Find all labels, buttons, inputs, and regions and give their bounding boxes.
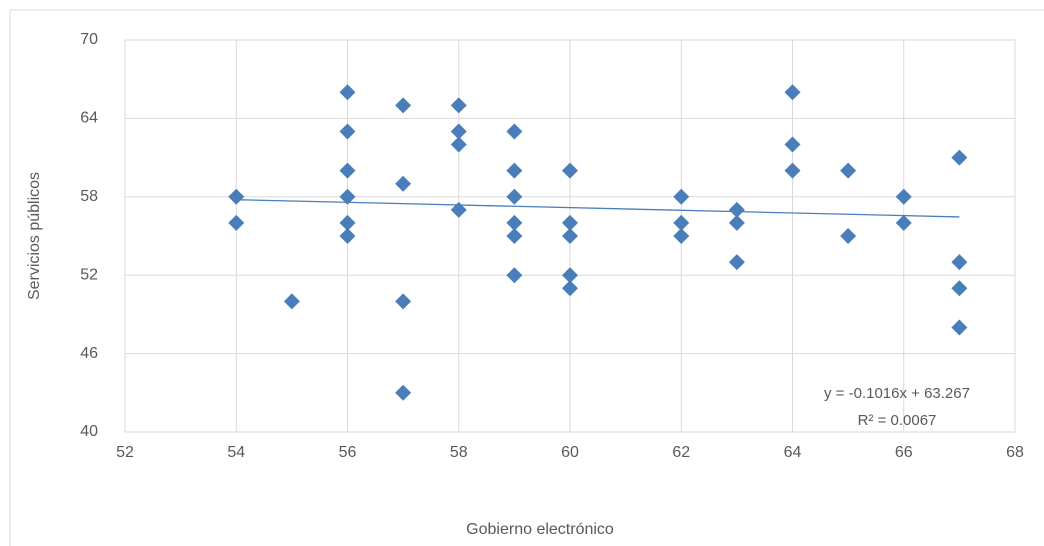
scatter-point	[728, 201, 745, 218]
scatter-point	[562, 267, 578, 284]
scatter-point	[728, 254, 745, 271]
x-tick-label: 54	[227, 444, 245, 461]
scatter-point	[784, 162, 801, 179]
scatter-point	[395, 175, 412, 192]
y-axis-label: Servicios públicos	[26, 172, 43, 300]
scatter-point	[450, 97, 467, 114]
scatter-point	[283, 293, 300, 310]
scatter-point	[506, 188, 523, 205]
scatter-point	[673, 214, 690, 231]
trendline-r2: R² = 0.0067	[858, 412, 937, 429]
scatter-point	[951, 280, 968, 297]
scatter-point	[562, 228, 578, 244]
scatter-point	[506, 267, 523, 284]
x-tick-label: 56	[339, 444, 357, 461]
scatter-point	[339, 188, 356, 205]
y-tick-label: 40	[80, 423, 98, 440]
scatter-point	[673, 228, 690, 244]
scatter-point	[506, 123, 523, 140]
scatter-point	[506, 214, 523, 231]
trendline-equation: y = -0.1016x + 63.267	[824, 385, 970, 402]
scatter-point	[228, 214, 245, 231]
scatter-point	[951, 254, 968, 271]
x-tick-label: 58	[450, 444, 468, 461]
y-tick-label: 52	[80, 266, 98, 283]
scatter-point	[395, 384, 412, 401]
x-tick-label: 66	[895, 444, 913, 461]
trendline	[236, 199, 960, 218]
scatter-point	[784, 84, 801, 101]
scatter-point	[339, 123, 356, 140]
scatter-point	[395, 293, 412, 310]
x-tick-label: 68	[1006, 444, 1024, 461]
scatter-point	[951, 319, 968, 336]
scatter-point	[450, 123, 467, 140]
scatter-point	[395, 97, 412, 114]
scatter-point	[339, 84, 356, 101]
scatter-point	[784, 136, 801, 153]
scatter-point	[840, 162, 857, 179]
x-tick-label: 62	[672, 444, 690, 461]
scatter-point	[339, 162, 356, 179]
x-tick-label: 64	[784, 444, 802, 461]
scatter-point	[728, 214, 745, 231]
x-tick-label: 60	[561, 444, 579, 461]
scatter-point	[951, 149, 968, 166]
scatter-point	[228, 188, 245, 205]
scatter-point	[339, 214, 356, 231]
scatter-point	[840, 228, 857, 244]
scatter-point	[562, 162, 578, 179]
scatter-point	[562, 214, 578, 231]
scatter-point	[895, 188, 912, 205]
y-tick-label: 64	[80, 110, 98, 127]
x-tick-label: 52	[116, 444, 134, 461]
scatter-point	[673, 188, 690, 205]
y-tick-label: 58	[80, 188, 98, 205]
scatter-point	[895, 214, 912, 231]
x-axis-label: Gobierno electrónico	[466, 521, 614, 538]
scatter-point	[506, 162, 523, 179]
scatter-point	[339, 228, 356, 244]
y-tick-label: 46	[80, 345, 98, 362]
scatter-point	[562, 280, 578, 297]
scatter-point	[506, 228, 523, 244]
scatter-point	[450, 201, 467, 218]
y-tick-label: 70	[80, 31, 98, 48]
scatter-point	[450, 136, 467, 153]
